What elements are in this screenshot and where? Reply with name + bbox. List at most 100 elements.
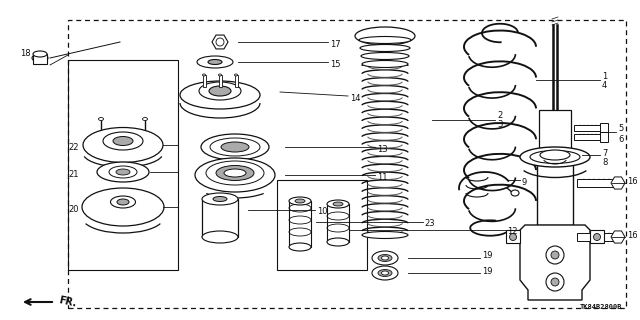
Circle shape [551, 278, 559, 286]
Bar [577, 179, 615, 187]
Bar [68, 20, 626, 308]
Text: 18: 18 [20, 49, 31, 58]
Bar [537, 155, 573, 225]
Text: 9: 9 [522, 178, 527, 187]
Ellipse shape [202, 74, 205, 76]
Bar [574, 125, 602, 131]
Ellipse shape [520, 147, 590, 167]
Text: 19: 19 [482, 267, 493, 276]
Text: 13: 13 [377, 145, 388, 154]
Bar [539, 110, 571, 155]
Text: 17: 17 [330, 39, 340, 49]
Bar [202, 199, 238, 237]
Ellipse shape [216, 165, 254, 180]
Ellipse shape [530, 150, 580, 164]
Ellipse shape [99, 117, 104, 121]
Bar [574, 134, 602, 140]
Bar [68, 60, 178, 270]
Ellipse shape [218, 74, 221, 76]
Bar [202, 75, 205, 87]
Text: 14: 14 [350, 93, 360, 102]
Circle shape [509, 234, 516, 241]
Text: 20: 20 [68, 204, 79, 213]
Ellipse shape [201, 134, 269, 160]
Ellipse shape [362, 231, 408, 238]
Circle shape [546, 246, 564, 264]
Circle shape [593, 234, 600, 241]
Bar [577, 233, 615, 241]
Text: FR.: FR. [58, 295, 77, 309]
Bar [33, 54, 47, 64]
Ellipse shape [361, 52, 409, 60]
Ellipse shape [359, 36, 411, 44]
Text: 3: 3 [497, 119, 502, 129]
Ellipse shape [82, 188, 164, 226]
Ellipse shape [202, 231, 238, 243]
Ellipse shape [295, 199, 305, 203]
Bar [327, 204, 349, 242]
Ellipse shape [202, 193, 238, 205]
Ellipse shape [378, 254, 392, 261]
Ellipse shape [224, 169, 246, 177]
Ellipse shape [199, 82, 241, 100]
Circle shape [551, 251, 559, 259]
Bar [600, 123, 608, 133]
Text: 12: 12 [507, 228, 518, 236]
Polygon shape [506, 230, 520, 243]
Ellipse shape [33, 51, 47, 57]
Text: 10: 10 [317, 207, 328, 217]
Ellipse shape [234, 74, 237, 76]
Polygon shape [611, 177, 625, 189]
Text: 5: 5 [618, 124, 623, 132]
Ellipse shape [113, 137, 133, 146]
Ellipse shape [195, 158, 275, 192]
Text: 8: 8 [602, 157, 607, 166]
Ellipse shape [289, 197, 311, 205]
Text: 23: 23 [424, 220, 435, 228]
Circle shape [546, 273, 564, 291]
Ellipse shape [360, 44, 410, 52]
Ellipse shape [83, 127, 163, 163]
Ellipse shape [208, 60, 222, 65]
Polygon shape [520, 225, 590, 300]
Polygon shape [590, 230, 604, 243]
Bar [600, 132, 608, 142]
Ellipse shape [372, 266, 398, 280]
Ellipse shape [209, 86, 231, 96]
Text: 21: 21 [68, 170, 79, 179]
Text: 6: 6 [618, 134, 623, 143]
Ellipse shape [511, 190, 519, 196]
Text: 7: 7 [602, 148, 607, 157]
Ellipse shape [109, 166, 137, 178]
Ellipse shape [355, 27, 415, 45]
Ellipse shape [32, 54, 48, 62]
Ellipse shape [210, 138, 260, 156]
Ellipse shape [381, 256, 388, 260]
Ellipse shape [197, 56, 233, 68]
Ellipse shape [143, 117, 147, 121]
Ellipse shape [362, 60, 408, 68]
Bar [289, 201, 311, 247]
Bar [234, 75, 237, 87]
Text: 11: 11 [377, 172, 387, 181]
Polygon shape [212, 35, 228, 49]
Bar [218, 75, 221, 87]
Bar [277, 180, 367, 270]
Text: TK84B2800B: TK84B2800B [579, 304, 622, 310]
Ellipse shape [378, 269, 392, 276]
Text: 16: 16 [627, 230, 637, 239]
Ellipse shape [289, 243, 311, 251]
Ellipse shape [117, 199, 129, 205]
Text: 19: 19 [482, 252, 493, 260]
Text: 16: 16 [627, 177, 637, 186]
Ellipse shape [97, 162, 149, 182]
Ellipse shape [540, 150, 570, 160]
Ellipse shape [111, 196, 136, 208]
Ellipse shape [103, 132, 143, 150]
Ellipse shape [327, 200, 349, 208]
Text: 22: 22 [68, 142, 79, 151]
Ellipse shape [381, 271, 388, 275]
Ellipse shape [116, 169, 130, 175]
Ellipse shape [206, 161, 264, 185]
Text: 2: 2 [497, 110, 502, 119]
